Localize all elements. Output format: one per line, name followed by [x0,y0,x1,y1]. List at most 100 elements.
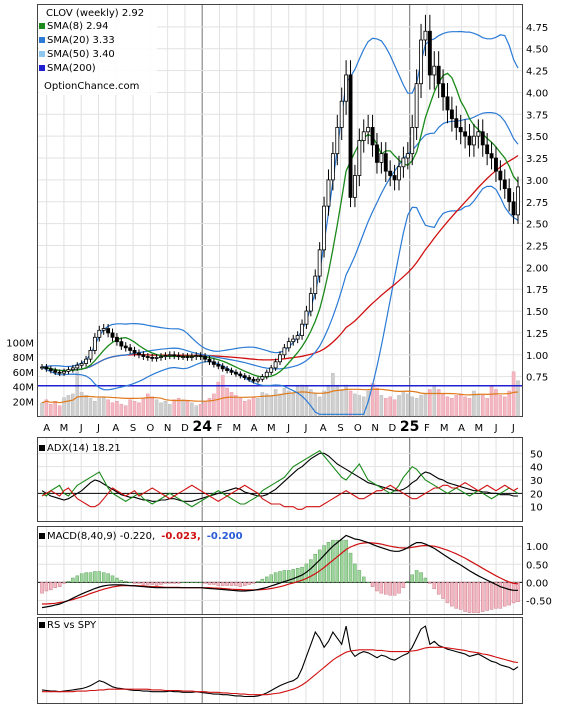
volume-bar [190,402,194,417]
volume-bar [507,390,511,417]
volume-bar [494,389,498,417]
candle-body [414,83,419,128]
volume-tick-label: 20M [13,397,34,408]
macd-title: MACD(8,40,9) -0.220, -0.023, -0.200 [47,531,243,542]
volume-bar [472,390,476,417]
candle-body [502,179,507,190]
macd-histogram-bar [238,582,243,587]
candle-body [185,356,190,358]
adx-tick-label: 50 [530,449,543,460]
candle-body [480,131,485,146]
rs-panel [41,625,519,698]
macd-histogram-bar [480,582,485,612]
volume-bar [476,393,481,417]
macd-title-group: MACD(8,40,9) -0.220, -0.023, -0.200 [39,531,243,542]
volume-bar [44,399,49,417]
candle-body [66,369,71,372]
macd-panel [40,534,520,613]
candle-body [392,175,397,181]
volume-bar [225,387,229,417]
volume-tick-label: 40M [13,383,34,394]
legend-swatch-sma8 [39,23,45,29]
volume-bar [159,402,163,417]
volume-bar [163,401,168,417]
adx-panel [41,449,519,510]
volume-bar [436,389,441,417]
candle-body [256,378,260,382]
volume-bar [348,390,353,417]
candle-body [326,179,331,207]
macd-histogram-bar [370,582,375,587]
candle-body [260,376,265,380]
macd-histogram-bar [216,582,221,586]
candle-body [225,368,230,371]
candle-body [269,367,274,373]
volume-bar [295,386,300,417]
price-tick-label: 4.50 [526,45,548,56]
macd-histogram-bar [445,582,450,604]
candle-body [181,356,185,358]
candle-body [445,96,450,111]
rs-series-line [41,625,519,698]
macd-histogram-bar [450,582,454,607]
legend-sma50: SMA(50) 3.40 [39,49,115,60]
macd-histogram-bar [172,582,176,584]
macd-tick-label: 0.50 [526,560,548,571]
volume-bar [511,371,516,417]
x-tick-label: D [181,423,189,434]
bollinger-lower-line [41,185,519,415]
candle-body [388,170,393,176]
volume-bar [282,387,287,417]
axis-labels: A M J J A S O N D 24 F M A M J J A S O N D 25 F M A M J J4.754.504.… [6,23,552,608]
volume-bar [79,392,84,417]
candle-body [207,358,212,363]
volume-bar [392,399,397,417]
macd-histogram-bar [123,581,128,583]
volume-bar [300,384,304,417]
x-tick-label: S [337,423,343,434]
candle-body [203,356,208,360]
macd-histogram-bar [278,571,282,583]
candle-body [233,371,238,375]
macd-tick-label: 0.00 [526,578,548,589]
x-tick-label: J [79,423,83,434]
legend-sma200: SMA(200) [39,63,96,74]
macd-histogram-bar [110,575,115,583]
adx-tick-label: 10 [530,503,543,514]
volume-bar [489,386,494,417]
candle-body [242,375,247,378]
legend-label-sma50: SMA(50) 3.40 [47,49,115,60]
macd-histogram-bar [269,574,273,583]
macd-histogram-bar [247,582,251,585]
candle-body [485,144,490,155]
macd-histogram-bar [57,582,62,587]
candle-body [198,355,203,358]
macd-histogram-bar [146,582,150,585]
macd-tick-label: -0.50 [526,596,552,607]
volume-bar [172,399,177,417]
x-tick-label: J [303,423,307,434]
candle-body [159,356,163,358]
x-tick-label: M [232,423,241,434]
x-tick-label: J [286,423,290,434]
watermark: OptionChance.com [44,81,139,92]
macd-histogram-bar [423,577,428,583]
x-tick-label: O [354,423,362,434]
candle-body [423,30,428,41]
x-tick-label: M [60,423,69,434]
macd-histogram-bar [436,582,441,595]
price-tick-label: 1.50 [526,307,548,318]
macd-histogram-bar [494,582,498,609]
adx-title-group: ADX(14) 18.21 [39,443,121,454]
volume-bar [185,401,190,417]
volume-bar [212,393,216,417]
candle-body [330,153,335,181]
price-tick-label: 4.00 [526,88,548,99]
volume-bar [397,395,401,417]
macd-histogram-bar [357,570,362,583]
x-tick-label: N [164,423,171,434]
candle-body [282,347,287,356]
volume-bar [132,401,137,417]
macd-histogram-bar [207,582,212,585]
legend-swatch-sma200 [39,65,45,71]
